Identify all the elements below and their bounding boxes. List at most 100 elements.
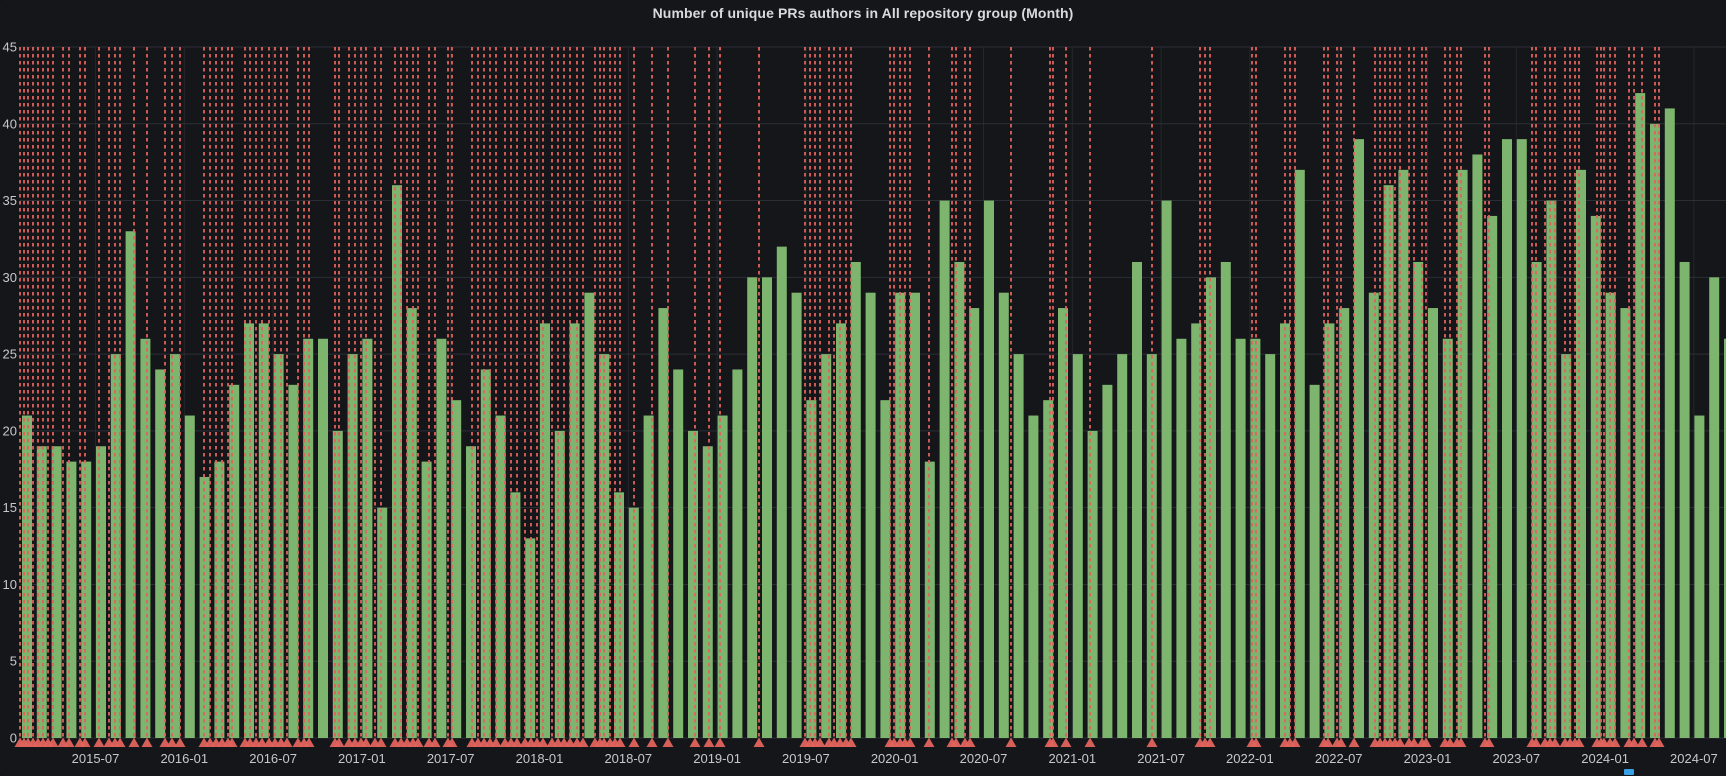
annotation-marker[interactable]	[1005, 737, 1017, 748]
bar[interactable]	[1013, 354, 1024, 738]
bar[interactable]	[1413, 261, 1424, 738]
bar[interactable]	[998, 292, 1009, 738]
annotation-marker[interactable]	[950, 737, 962, 748]
bar[interactable]	[924, 461, 935, 738]
annotation-marker[interactable]	[446, 737, 458, 748]
bar[interactable]	[1043, 400, 1054, 738]
annotation-marker[interactable]	[614, 737, 626, 748]
bar[interactable]	[732, 369, 743, 738]
bar[interactable]	[1102, 384, 1113, 738]
annotation-marker[interactable]	[1408, 737, 1420, 748]
bar[interactable]	[1472, 154, 1483, 738]
annotation-marker[interactable]	[564, 737, 576, 748]
bar[interactable]	[1561, 354, 1572, 738]
bar[interactable]	[332, 430, 343, 738]
annotation-marker[interactable]	[1060, 737, 1072, 748]
bar[interactable]	[1339, 308, 1350, 738]
annotation-marker[interactable]	[1549, 737, 1561, 748]
bar[interactable]	[258, 323, 269, 738]
bar[interactable]	[540, 323, 550, 738]
annotation-marker[interactable]	[814, 737, 826, 748]
bar[interactable]	[1368, 292, 1379, 738]
bar[interactable]	[273, 354, 284, 738]
bar[interactable]	[466, 446, 476, 738]
bar[interactable]	[1428, 308, 1438, 738]
bar[interactable]	[406, 308, 417, 738]
annotation-marker[interactable]	[662, 737, 674, 748]
bar[interactable]	[377, 507, 388, 738]
annotation-marker[interactable]	[511, 737, 523, 748]
bar[interactable]	[791, 292, 802, 738]
annotation-marker[interactable]	[577, 737, 589, 748]
bar[interactable]	[229, 384, 240, 738]
bar[interactable]	[480, 369, 491, 738]
bar[interactable]	[1087, 430, 1098, 738]
annotation-marker[interactable]	[689, 737, 701, 748]
bar[interactable]	[451, 400, 462, 738]
annotation-marker[interactable]	[141, 737, 153, 748]
bar[interactable]	[969, 308, 980, 738]
bar[interactable]	[1072, 354, 1083, 738]
bar[interactable]	[125, 231, 136, 738]
annotation-marker[interactable]	[174, 737, 186, 748]
bar[interactable]	[776, 246, 787, 738]
bar[interactable]	[36, 446, 47, 738]
bar[interactable]	[1354, 139, 1364, 739]
annotation-marker[interactable]	[923, 737, 935, 748]
annotation-marker[interactable]	[93, 737, 105, 748]
bar[interactable]	[155, 369, 166, 738]
annotation-marker[interactable]	[166, 737, 178, 748]
bar[interactable]	[81, 461, 92, 738]
bar[interactable]	[1058, 308, 1068, 738]
annotation-marker[interactable]	[281, 737, 293, 748]
bar[interactable]	[140, 338, 151, 738]
annotation-marker[interactable]	[628, 737, 640, 748]
annotation-marker[interactable]	[1204, 737, 1216, 748]
bar[interactable]	[984, 200, 994, 739]
bar[interactable]	[288, 384, 299, 738]
bar[interactable]	[569, 323, 580, 738]
bar[interactable]	[954, 261, 965, 738]
bar[interactable]	[1117, 354, 1128, 738]
bar[interactable]	[51, 446, 62, 738]
annotation-marker[interactable]	[1322, 737, 1334, 748]
bar[interactable]	[939, 200, 950, 739]
annotation-marker[interactable]	[1394, 737, 1406, 748]
annotation-marker[interactable]	[964, 737, 976, 748]
bar[interactable]	[184, 415, 195, 738]
annotation-marker[interactable]	[1530, 737, 1542, 748]
bar[interactable]	[806, 400, 817, 738]
annotation-marker[interactable]	[1250, 737, 1262, 748]
bar[interactable]	[66, 461, 77, 738]
bar[interactable]	[1724, 338, 1726, 738]
annotation-marker[interactable]	[128, 737, 140, 748]
bar[interactable]	[1383, 185, 1394, 738]
bar[interactable]	[495, 415, 506, 738]
annotation-marker[interactable]	[537, 737, 549, 748]
annotation-marker[interactable]	[1420, 737, 1432, 748]
bar[interactable]	[96, 446, 106, 738]
annotation-marker[interactable]	[1335, 737, 1347, 748]
annotation-marker[interactable]	[333, 737, 345, 748]
bar[interactable]	[22, 415, 32, 738]
bar[interactable]	[747, 277, 758, 738]
bar[interactable]	[1457, 169, 1468, 738]
bar[interactable]	[762, 277, 772, 738]
annotation-marker[interactable]	[1084, 737, 1096, 748]
bar[interactable]	[1206, 277, 1216, 738]
bar[interactable]	[347, 354, 358, 738]
bar[interactable]	[1546, 200, 1557, 739]
bar[interactable]	[1235, 338, 1246, 738]
annotation-marker[interactable]	[1573, 737, 1585, 748]
annotation-marker[interactable]	[360, 737, 372, 748]
bar[interactable]	[1487, 215, 1498, 738]
annotation-marker[interactable]	[1628, 737, 1640, 748]
bar[interactable]	[1161, 200, 1172, 739]
annotation-marker[interactable]	[303, 737, 315, 748]
annotation-marker[interactable]	[1653, 737, 1665, 748]
annotation-marker[interactable]	[63, 737, 75, 748]
annotation-marker[interactable]	[1609, 737, 1621, 748]
bar[interactable]	[880, 400, 891, 738]
bar[interactable]	[421, 461, 432, 738]
